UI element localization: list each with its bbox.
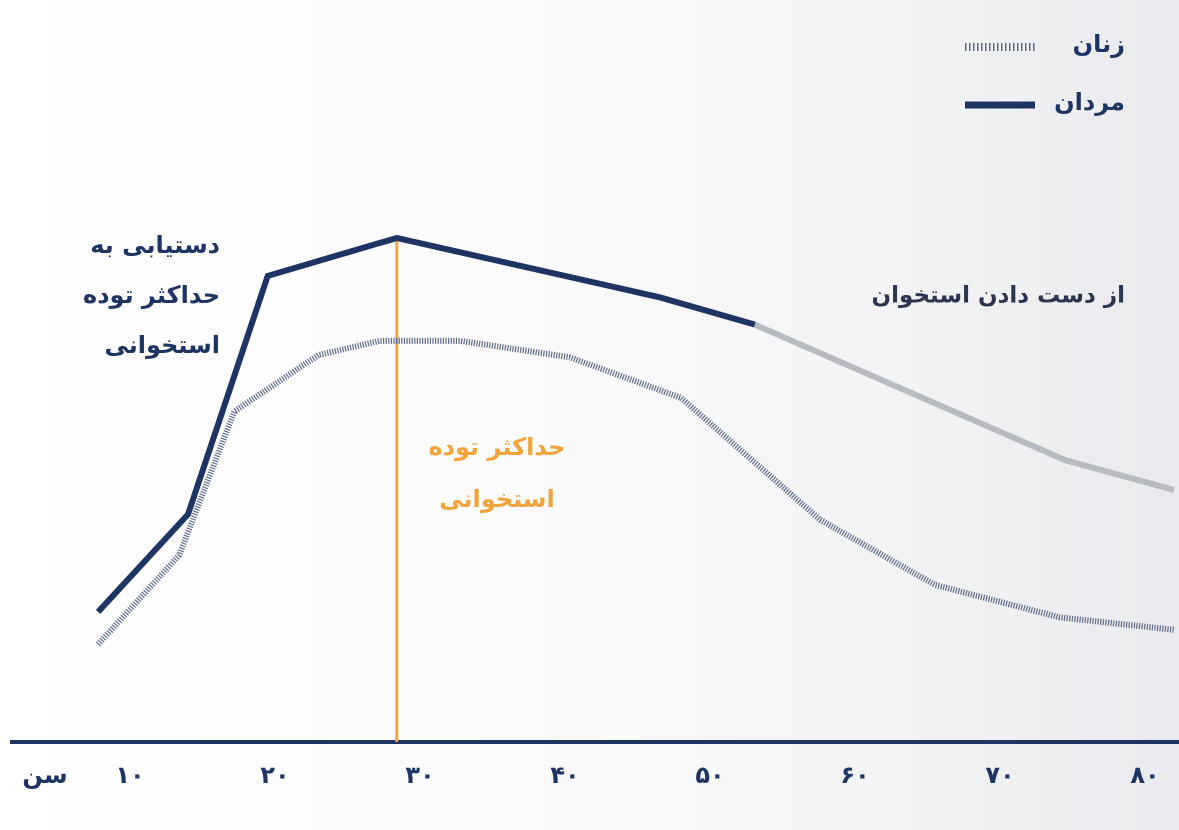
- series-line: [755, 325, 1174, 490]
- x-axis-label: سن: [22, 761, 67, 789]
- x-tick-label: ۳۰: [405, 761, 434, 789]
- peak-annotation: حداکثر توده: [429, 433, 566, 461]
- series-line: [98, 341, 1174, 645]
- x-tick-label: ۸۰: [1130, 761, 1159, 789]
- chart: از دست دادن استخوان سن ۱۰ ۲۰ ۳۰ ۴۰ ۵۰ ۶۰ ۷۰ ۸۰ زن…: [0, 0, 1179, 830]
- x-tick-label: ۲۰: [260, 761, 289, 789]
- x-tick-label: ۵۰: [695, 761, 724, 789]
- x-tick-label: ۴۰: [550, 761, 579, 789]
- loss-annotation: از دست دادن استخوان: [872, 283, 1125, 309]
- legend-label: زنان: [1073, 30, 1125, 58]
- page: {"chart_data":{"type":"line", "x_label":…: [0, 0, 1179, 830]
- x-tick-label: ۶۰: [840, 761, 869, 789]
- rise-annotation: حداکثر توده: [83, 281, 220, 309]
- rise-annotation: دستیابی به: [90, 231, 220, 259]
- x-tick-label: ۷۰: [985, 761, 1014, 789]
- x-tick-label: ۱۰: [115, 761, 144, 789]
- legend-label: مردان: [1054, 88, 1125, 116]
- peak-annotation: استخوانی: [439, 485, 555, 513]
- rise-annotation: استخوانی: [105, 331, 221, 359]
